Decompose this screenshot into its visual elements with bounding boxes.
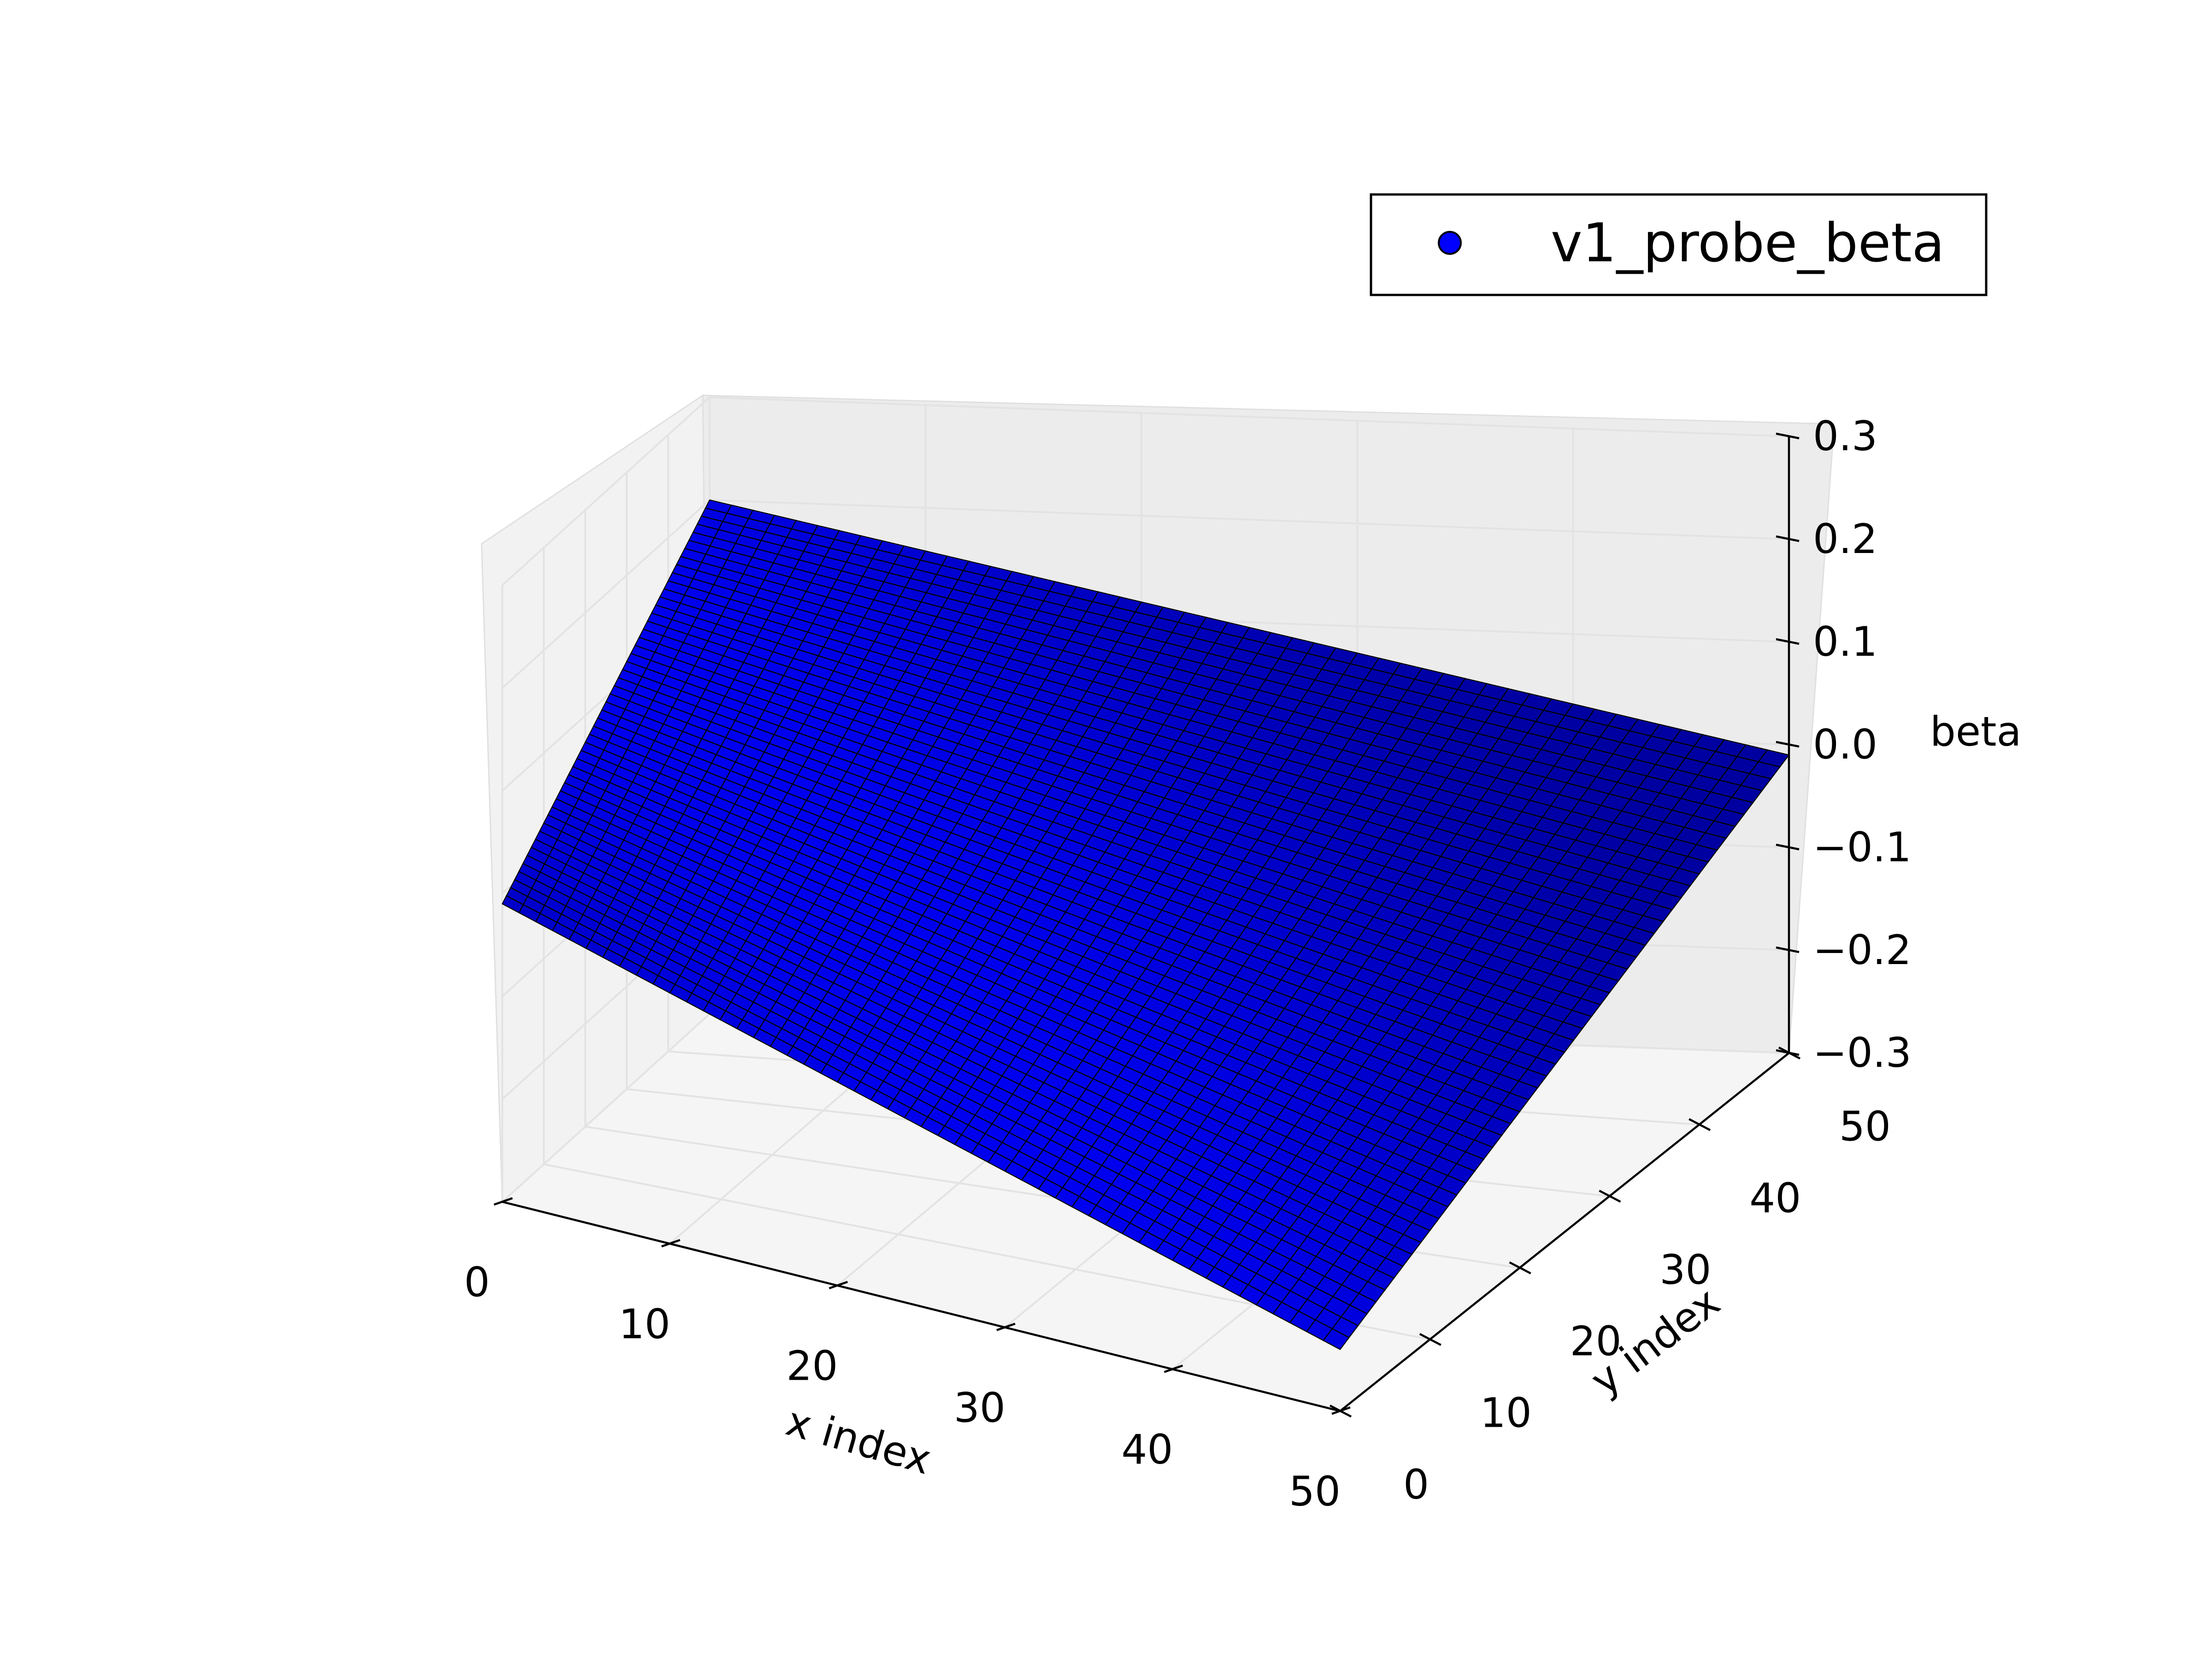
z-tick	[1776, 638, 1800, 645]
y-tick-label: 50	[1839, 1103, 1891, 1150]
surface-mesh	[501, 499, 1790, 1350]
tick-labels: 0 10 20 30 40 50 0 10 20 30 40 50 −0.3 −0.2 −0.1 0.0 0.1…	[464, 412, 1912, 1515]
x-tick-label: 0	[464, 1259, 490, 1306]
x-tick-label: 10	[619, 1300, 671, 1348]
z-tick	[1776, 946, 1800, 953]
y-tick-label: 10	[1480, 1389, 1532, 1437]
z-tick	[1776, 432, 1800, 440]
z-tick	[1776, 535, 1800, 542]
y-axis-line	[1339, 1052, 1790, 1412]
y-tick	[1329, 1405, 1352, 1418]
x-tick	[1164, 1365, 1183, 1373]
y-tick-label: 0	[1403, 1461, 1429, 1508]
y-tick-label: 20	[1570, 1318, 1622, 1365]
z-tick-label: 0.3	[1813, 412, 1877, 460]
x-tick	[996, 1323, 1016, 1331]
y-tick	[1509, 1261, 1531, 1275]
tick-marks	[494, 432, 1801, 1418]
z-tick-label: 0.1	[1813, 618, 1877, 665]
z-tick-label: −0.3	[1813, 1029, 1912, 1077]
y-tick-label: 30	[1659, 1246, 1711, 1294]
gridline-z	[501, 396, 1789, 586]
z-tick	[1776, 1049, 1800, 1056]
y-tick	[1688, 1118, 1711, 1131]
z-tick-label: 0.0	[1813, 721, 1877, 768]
x-tick	[661, 1239, 681, 1247]
z-tick-label: −0.2	[1813, 926, 1912, 974]
y-tick	[1599, 1189, 1621, 1203]
legend: v1_probe_beta	[1370, 193, 1988, 296]
y-tick-label: 40	[1749, 1174, 1801, 1222]
x-tick-label: 20	[786, 1342, 838, 1390]
x-tick	[829, 1281, 848, 1289]
x-tick-label: 50	[1289, 1468, 1341, 1515]
y-tick	[1419, 1333, 1441, 1346]
surface-patch	[1322, 1328, 1350, 1350]
z-tick	[1776, 843, 1800, 851]
legend-label: v1_probe_beta	[1551, 212, 1945, 274]
legend-marker-icon	[1438, 231, 1462, 255]
x-tick-label: 30	[954, 1384, 1006, 1431]
x-tick	[494, 1197, 513, 1206]
x-tick-label: 40	[1121, 1426, 1173, 1473]
legend-frame	[1370, 193, 1988, 296]
z-tick-label: −0.1	[1813, 824, 1912, 871]
z-tick	[1776, 741, 1800, 748]
z-axis-label: beta	[1930, 708, 2021, 755]
z-tick-label: 0.2	[1813, 515, 1877, 563]
x-axis-line	[502, 1200, 1341, 1412]
